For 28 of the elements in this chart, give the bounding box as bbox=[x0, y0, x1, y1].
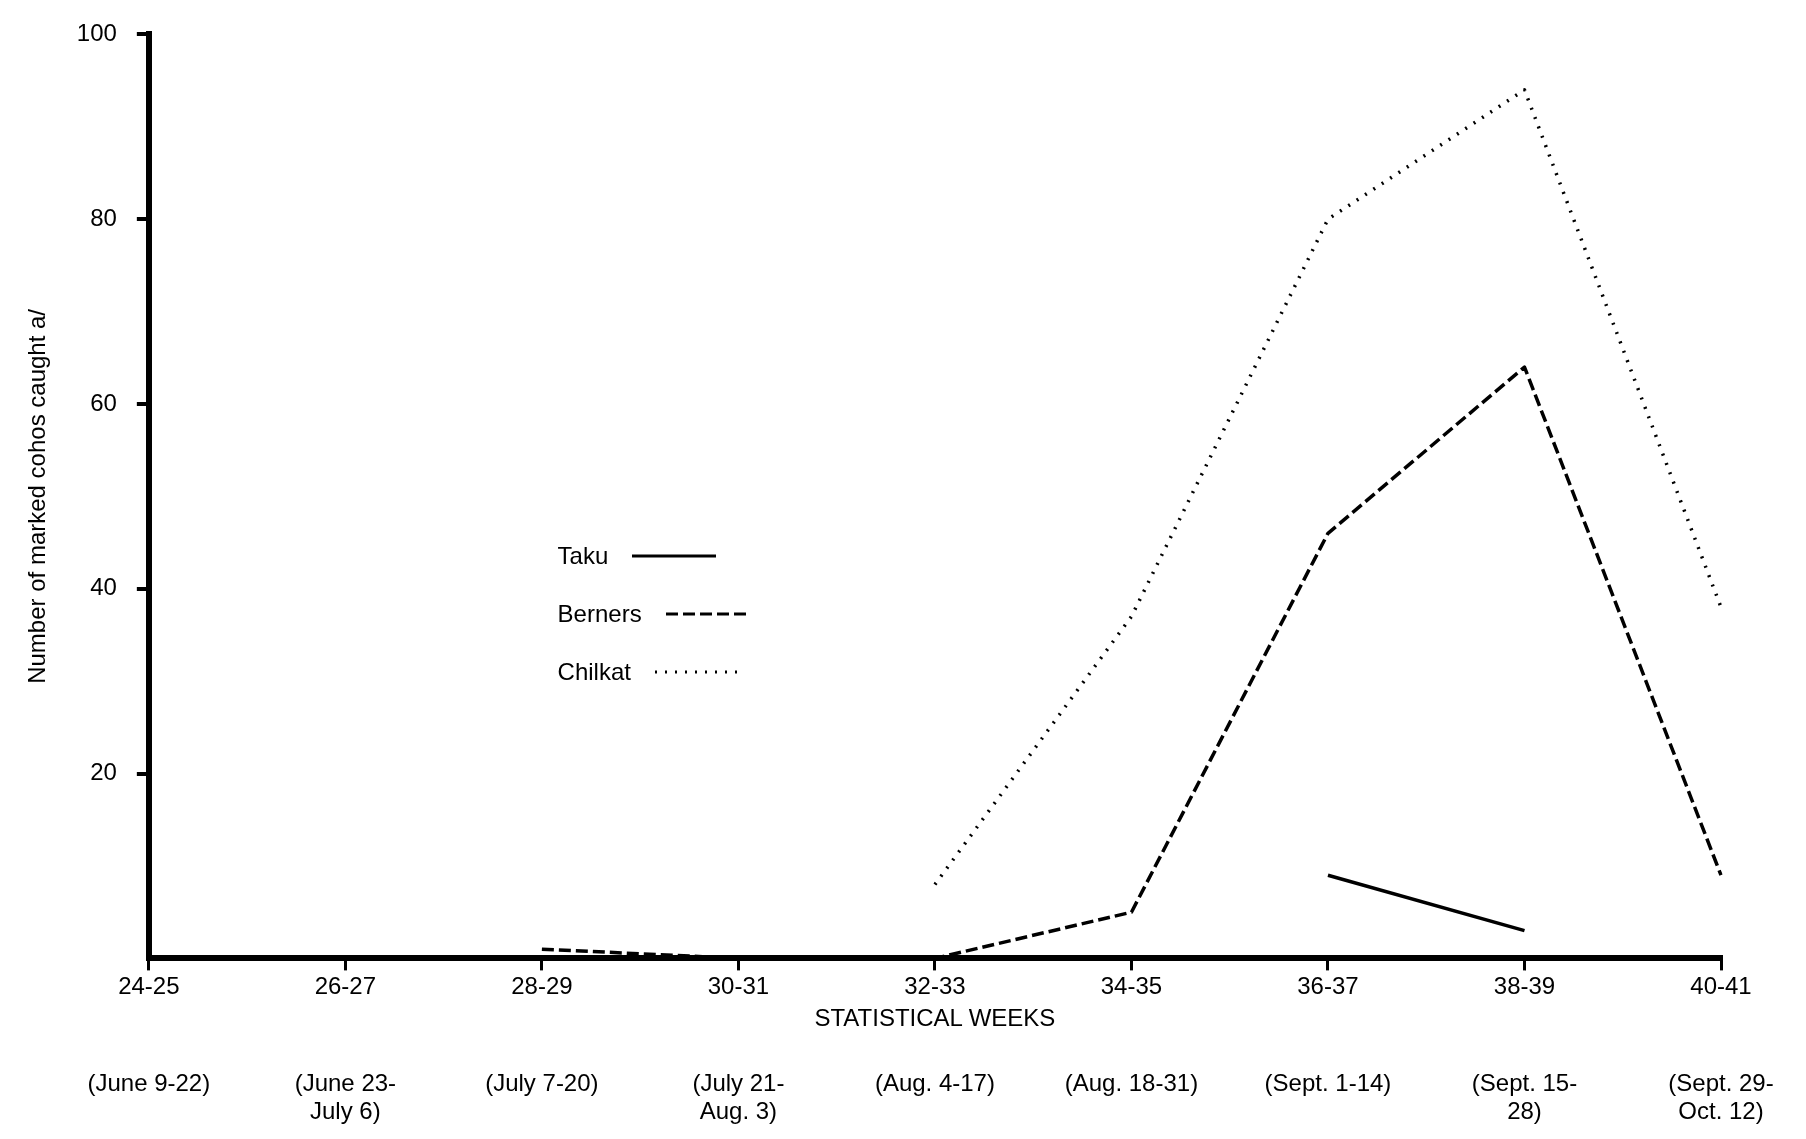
text: (Sept. 1-14) bbox=[1264, 1068, 1392, 1096]
x-tick-label: 34-35 bbox=[1100, 972, 1163, 1000]
x-tick-label: 32-33 bbox=[904, 972, 966, 1000]
x-axis-title: STATISTICAL WEEKS bbox=[814, 1004, 1056, 1032]
x-tick-label: 40-41 bbox=[1690, 972, 1752, 1000]
y-tick-label: 100 bbox=[76, 19, 117, 47]
y-axis-title: Number of marked cohos caught a/ bbox=[23, 308, 51, 684]
y-tick-label: 40 bbox=[90, 573, 117, 601]
y-tick-label: 80 bbox=[90, 203, 117, 231]
legend-label: Berners bbox=[557, 599, 642, 628]
x-tick-label: 30-31 bbox=[707, 972, 770, 1000]
text: (July 21- Aug. 3) bbox=[692, 1068, 785, 1124]
y-tick-label: 60 bbox=[90, 388, 117, 416]
text: (Sept. 15- 28) bbox=[1471, 1068, 1578, 1124]
text: (Sept. 29- Oct. 12) bbox=[1668, 1068, 1774, 1124]
x-tick-label: 26-27 bbox=[314, 972, 377, 1000]
text: (July 7-20) bbox=[485, 1068, 599, 1096]
text: (Aug. 18-31) bbox=[1064, 1068, 1199, 1096]
text: (Aug. 4-17) bbox=[874, 1068, 995, 1096]
text: (June 9-22) bbox=[87, 1068, 211, 1096]
x-tick-label: 36-37 bbox=[1297, 972, 1359, 1000]
legend-label: Taku bbox=[557, 541, 609, 570]
x-tick-label: 28-29 bbox=[511, 972, 573, 1000]
text: (June 23- July 6) bbox=[294, 1068, 397, 1124]
y-tick-label: 20 bbox=[90, 758, 117, 786]
x-tick-label: 38-39 bbox=[1493, 972, 1556, 1000]
legend-label: Chilkat bbox=[557, 657, 631, 686]
x-tick-label: 24-25 bbox=[118, 972, 180, 1000]
